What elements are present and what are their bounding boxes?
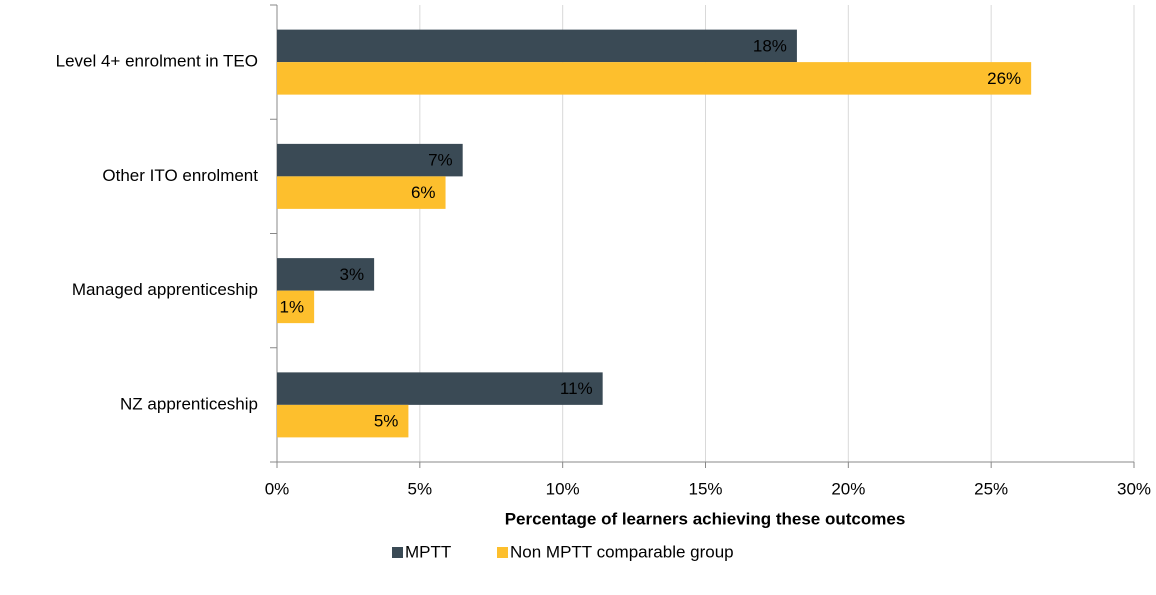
data-label: 3%: [340, 265, 365, 284]
bar: [277, 258, 375, 291]
bar: [277, 29, 797, 63]
data-label: 5%: [374, 412, 399, 431]
bar: [277, 143, 463, 177]
data-label: 18%: [753, 36, 787, 55]
y-tick-label: Level 4+ enrolment in TEO: [56, 52, 258, 71]
x-tick-label: 10%: [546, 479, 580, 498]
bar: [277, 372, 603, 405]
legend-swatch: [392, 547, 403, 558]
data-label: 1%: [280, 297, 305, 316]
x-tick-label: 20%: [831, 479, 865, 498]
bar: [277, 62, 1032, 95]
data-label: 6%: [411, 183, 436, 202]
y-tick-label: Managed apprenticeship: [72, 280, 258, 299]
y-tick-label: Other ITO enrolment: [102, 166, 258, 185]
data-label: 26%: [987, 69, 1021, 88]
legend-swatch: [497, 547, 508, 558]
x-axis-title: Percentage of learners achieving these o…: [505, 509, 906, 528]
x-tick-label: 30%: [1117, 479, 1151, 498]
data-label: 7%: [428, 151, 453, 170]
x-tick-label: 15%: [688, 479, 722, 498]
x-tick-label: 25%: [974, 479, 1008, 498]
y-tick-label: NZ apprenticeship: [120, 394, 258, 413]
data-label: 11%: [560, 379, 593, 398]
bar: [277, 290, 315, 324]
legend-label: Non MPTT comparable group: [510, 542, 734, 561]
bar: [277, 404, 409, 438]
x-tick-label: 0%: [265, 479, 290, 498]
legend-label: MPTT: [405, 542, 451, 561]
x-tick-label: 5%: [408, 479, 433, 498]
bar: [277, 176, 446, 209]
